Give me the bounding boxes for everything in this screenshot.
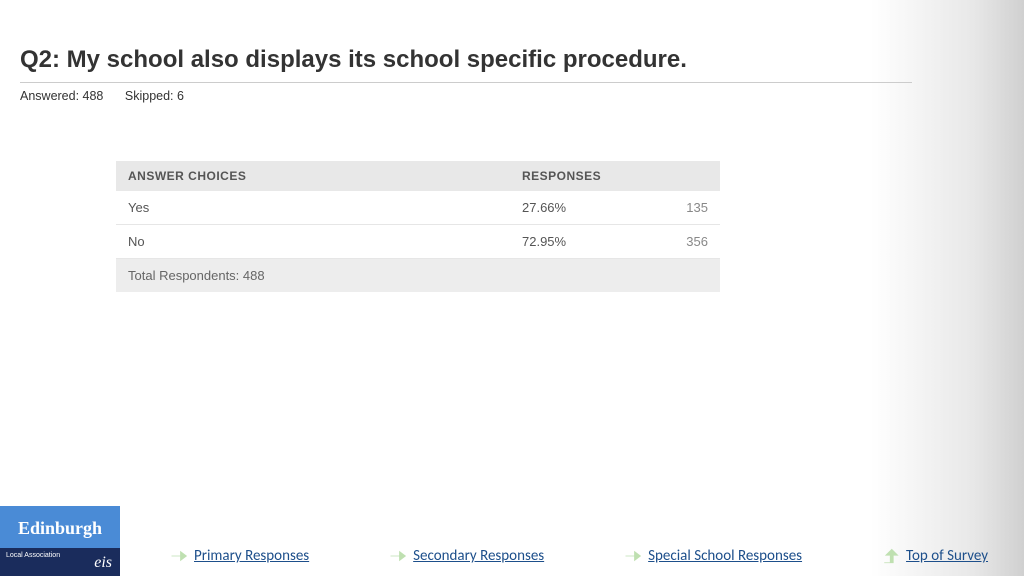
link-label: Secondary Responses [413,547,544,565]
link-label: Special School Responses [648,547,802,565]
link-special-school-responses[interactable]: Special School Responses [624,547,802,565]
table-total-row: Total Respondents: 488 [116,259,720,293]
table-row: No 72.95% 356 [116,225,720,259]
up-arrow-icon [882,548,900,564]
choice-count: 356 [630,225,720,259]
choice-label: Yes [116,191,510,225]
table-row: Yes 27.66% 135 [116,191,720,225]
page: Q2: My school also displays its school s… [0,0,1024,576]
logo-association: Local Association [6,552,60,559]
answered-count: Answered: 488 [20,89,103,103]
footer-links: Primary Responses Secondary Responses Sp… [120,536,1024,576]
choice-pct: 72.95% [510,225,630,259]
logo-org: eis [94,554,112,572]
choice-count: 135 [630,191,720,225]
skipped-count: Skipped: 6 [125,89,184,103]
results-table: Answer Choices Responses Yes 27.66% 135 … [116,161,720,292]
link-top-of-survey[interactable]: Top of Survey [882,547,988,565]
link-primary-responses[interactable]: Primary Responses [170,547,309,565]
logo-badge: Edinburgh Local Association eis [0,506,120,576]
logo-city: Edinburgh [0,518,120,539]
link-label: Primary Responses [194,547,309,565]
total-label: Total Respondents: 488 [116,259,510,293]
arrow-icon [624,548,642,564]
col-responses: Responses [510,161,720,191]
question-title: Q2: My school also displays its school s… [20,46,912,83]
col-answer-choices: Answer Choices [116,161,510,191]
stats-line: Answered: 488 Skipped: 6 [20,89,1004,103]
arrow-icon [389,548,407,564]
footer: Edinburgh Local Association eis Primary … [0,506,1024,576]
choice-label: No [116,225,510,259]
results-table-wrap: Answer Choices Responses Yes 27.66% 135 … [116,161,720,292]
link-secondary-responses[interactable]: Secondary Responses [389,547,544,565]
link-label: Top of Survey [906,547,988,565]
choice-pct: 27.66% [510,191,630,225]
header-region: Q2: My school also displays its school s… [0,0,1024,103]
arrow-icon [170,548,188,564]
